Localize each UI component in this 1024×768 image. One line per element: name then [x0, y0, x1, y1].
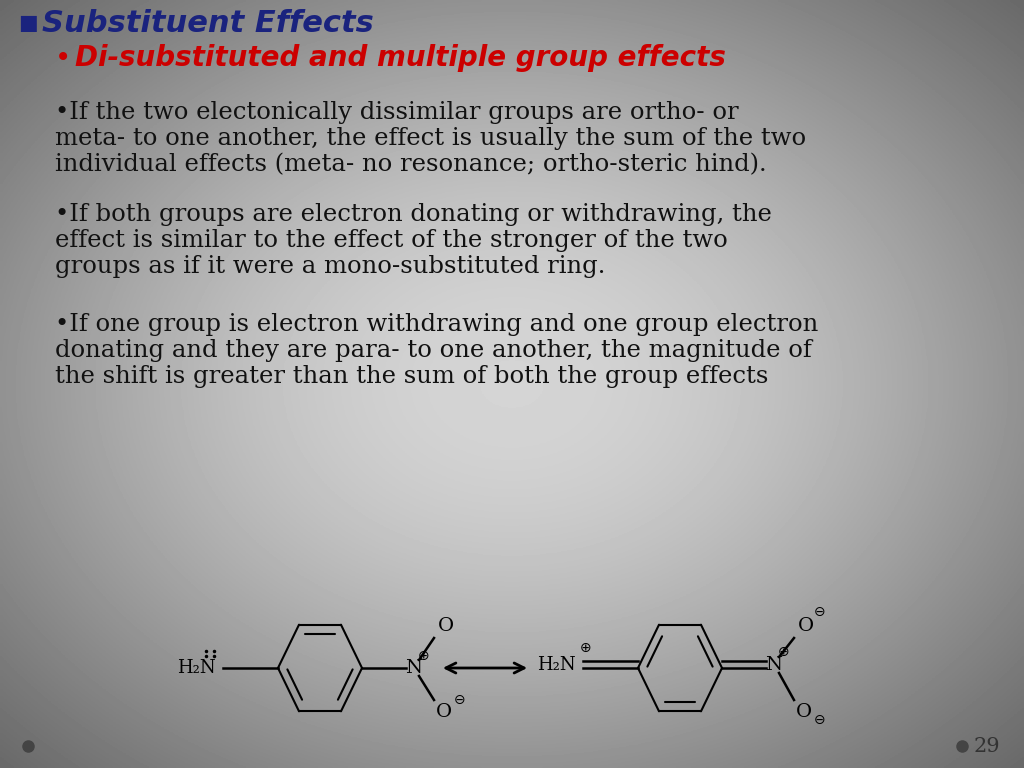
Text: O: O — [436, 703, 452, 721]
Text: •If one group is electron withdrawing and one group electron: •If one group is electron withdrawing an… — [55, 313, 818, 336]
Text: meta- to one another, the effect is usually the sum of the two: meta- to one another, the effect is usua… — [55, 127, 806, 150]
Text: groups as if it were a mono-substituted ring.: groups as if it were a mono-substituted … — [55, 255, 605, 278]
Text: H₂N: H₂N — [538, 656, 575, 674]
Text: •: • — [55, 44, 72, 72]
Text: ⊕: ⊕ — [581, 641, 592, 655]
Text: •If both groups are electron donating or withdrawing, the: •If both groups are electron donating or… — [55, 203, 772, 226]
Text: H₂N: H₂N — [177, 659, 216, 677]
Text: N: N — [766, 656, 782, 674]
Text: effect is similar to the effect of the stronger of the two: effect is similar to the effect of the s… — [55, 229, 728, 252]
Text: donating and they are para- to one another, the magnitude of: donating and they are para- to one anoth… — [55, 339, 812, 362]
Text: O: O — [438, 617, 454, 635]
Text: O: O — [796, 703, 812, 721]
Text: Di-substituted and multiple group effects: Di-substituted and multiple group effect… — [75, 44, 726, 72]
Text: ■: ■ — [18, 13, 38, 33]
Text: the shift is greater than the sum of both the group effects: the shift is greater than the sum of bot… — [55, 365, 768, 388]
Text: individual effects (meta- no resonance; ortho-steric hind).: individual effects (meta- no resonance; … — [55, 153, 767, 176]
Text: ⊖: ⊖ — [455, 693, 466, 707]
Text: Substituent Effects: Substituent Effects — [42, 8, 374, 38]
Text: 29: 29 — [974, 737, 1000, 756]
Text: ⊕: ⊕ — [778, 645, 790, 659]
Text: •If the two electonically dissimilar groups are ortho- or: •If the two electonically dissimilar gro… — [55, 101, 738, 124]
Text: ⊖: ⊖ — [814, 713, 825, 727]
Text: O: O — [798, 617, 814, 635]
Text: ⊖: ⊖ — [814, 605, 825, 619]
Text: ⊕: ⊕ — [418, 649, 430, 663]
Text: N: N — [406, 659, 423, 677]
